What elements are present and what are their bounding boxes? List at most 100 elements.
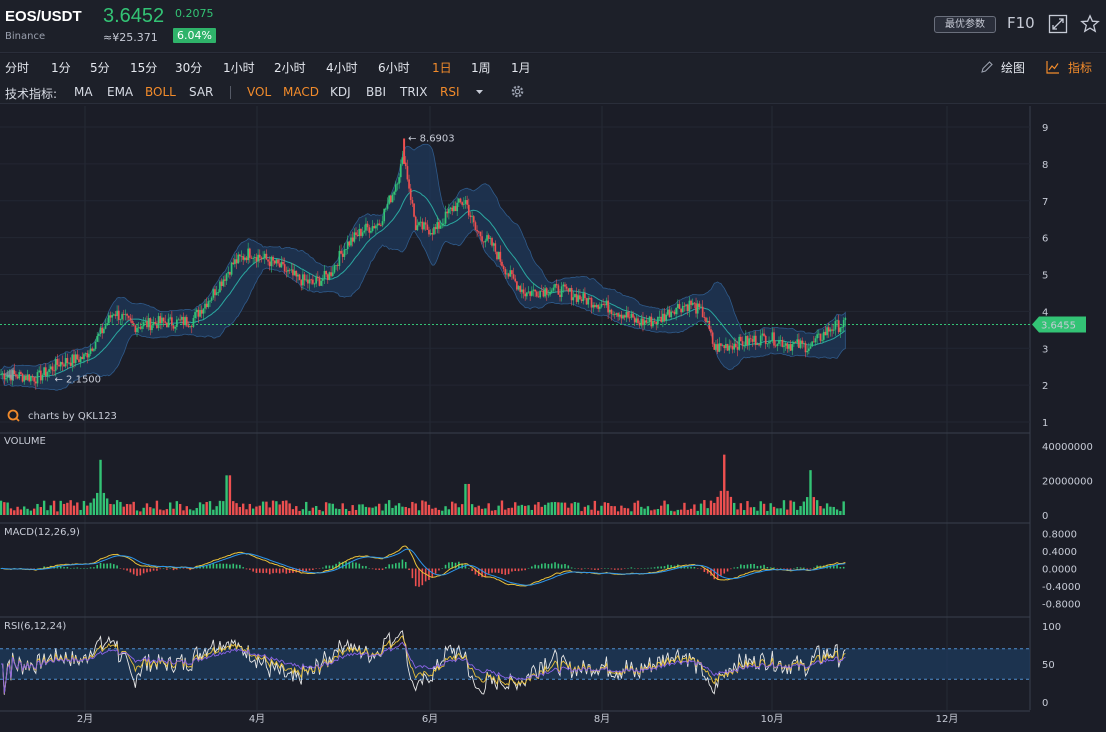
volume-bar — [135, 510, 139, 515]
volume-bar — [13, 510, 16, 515]
tf-1m[interactable]: 1分 — [51, 61, 71, 75]
candle-body — [690, 300, 692, 305]
star-icon[interactable] — [1080, 14, 1100, 34]
candle-body — [812, 341, 815, 343]
chart-area[interactable]: 2月 4月 6月 8月 10月 12月 1 2 3 4 5 6 7 8 9 0 20000000 40000000… — [0, 105, 1106, 732]
volume-bar — [504, 509, 507, 515]
best-params-button[interactable]: 最优参数 — [934, 16, 996, 33]
candle-body — [618, 314, 621, 317]
f10-button[interactable]: F10 — [1007, 14, 1035, 32]
candle-body — [806, 350, 809, 353]
candle-body — [58, 364, 60, 367]
ind-sar[interactable]: SAR — [189, 85, 214, 99]
candle-body — [423, 222, 425, 230]
ind-rsi[interactable]: RSI — [440, 85, 460, 99]
candle-body — [318, 278, 321, 286]
volume-bar — [39, 507, 43, 515]
volume-bar — [577, 502, 580, 515]
volume-bar — [278, 504, 281, 515]
candle-body — [839, 327, 842, 333]
high-price-label: ← 8.6903 — [408, 133, 455, 144]
candle-body — [243, 257, 246, 260]
volume-bar — [752, 507, 756, 515]
macd-hist-bar — [597, 568, 599, 570]
candle-body — [446, 211, 449, 214]
macd-hist-bar — [700, 568, 702, 570]
volume-bar — [441, 510, 444, 515]
volume-bar — [500, 500, 504, 515]
candle-body — [308, 279, 311, 284]
volume-bar — [112, 504, 115, 515]
macd-hist-bar — [501, 568, 503, 575]
volume-bar — [169, 502, 172, 515]
candle-body — [239, 254, 241, 257]
ind-vol[interactable]: VOL — [247, 85, 272, 99]
chevron-down-icon[interactable] — [475, 89, 484, 95]
macd-hist-bar — [438, 568, 440, 571]
volume-bar — [52, 500, 56, 515]
candle-body — [384, 208, 387, 210]
tf-6h[interactable]: 6小时 — [378, 61, 410, 75]
ind-macd[interactable]: MACD — [283, 85, 319, 99]
indicator-button[interactable]: 指标 — [1068, 61, 1093, 75]
ind-trix[interactable]: TRIX — [400, 85, 428, 99]
tf-4h[interactable]: 4小时 — [326, 61, 358, 75]
candle-body — [278, 263, 281, 268]
ind-bbi[interactable]: BBI — [366, 85, 387, 99]
candle-body — [376, 223, 379, 226]
candle-body — [388, 195, 391, 204]
macd-hist-bar — [454, 562, 457, 569]
candle-body — [341, 253, 344, 257]
candle-body — [725, 344, 727, 349]
ind-kdj[interactable]: KDJ — [330, 85, 351, 99]
candle-body — [793, 342, 795, 344]
candle-body — [156, 323, 158, 329]
candle-body — [484, 240, 487, 243]
candle-body — [436, 222, 439, 230]
candle-body — [753, 335, 755, 342]
tf-tick[interactable]: 分时 — [5, 61, 30, 75]
volume-bar — [235, 503, 238, 515]
candle-body — [516, 281, 518, 290]
tf-15m[interactable]: 15分 — [130, 61, 158, 75]
volume-bar — [776, 508, 779, 515]
candle-body — [355, 232, 357, 235]
volume-bar — [225, 475, 228, 515]
candle-body — [91, 348, 94, 351]
tf-1mo[interactable]: 1月 — [511, 61, 531, 75]
tf-1w[interactable]: 1周 — [471, 61, 491, 75]
tf-1d[interactable]: 1日 — [432, 61, 452, 75]
macd-hist-bar — [590, 568, 593, 570]
tf-2h[interactable]: 2小时 — [274, 61, 306, 75]
volume-bars — [0, 454, 845, 515]
candle-body — [240, 256, 243, 257]
tf-30m[interactable]: 30分 — [175, 61, 203, 75]
tf-5m[interactable]: 5分 — [90, 61, 110, 75]
volume-bar — [759, 501, 762, 515]
candle-body — [250, 257, 253, 259]
volume-bar — [142, 507, 145, 515]
macd-hist-bar — [759, 565, 762, 569]
ind-ema[interactable]: EMA — [107, 85, 134, 99]
draw-button[interactable]: 绘图 — [1001, 61, 1026, 75]
volume-bar — [719, 490, 723, 515]
candle-body — [439, 225, 442, 229]
candle-body — [335, 265, 337, 266]
expand-icon[interactable] — [1048, 14, 1068, 34]
macd-hist-bar — [132, 568, 135, 575]
gear-icon[interactable] — [510, 84, 525, 99]
volume-bar — [285, 500, 288, 515]
volume-bar — [344, 508, 348, 515]
candle-body — [189, 326, 191, 327]
ind-ma[interactable]: MA — [74, 85, 93, 99]
ind-boll[interactable]: BOLL — [145, 85, 176, 99]
candle-body — [700, 306, 702, 308]
macd-hist-bar — [139, 568, 142, 576]
candle-body — [666, 309, 669, 315]
candle-body — [774, 345, 777, 347]
volume-bar — [248, 503, 252, 515]
volume-bar — [699, 503, 703, 515]
candle-body — [398, 177, 400, 184]
tf-1h[interactable]: 1小时 — [223, 61, 255, 75]
candle-body — [127, 315, 130, 318]
